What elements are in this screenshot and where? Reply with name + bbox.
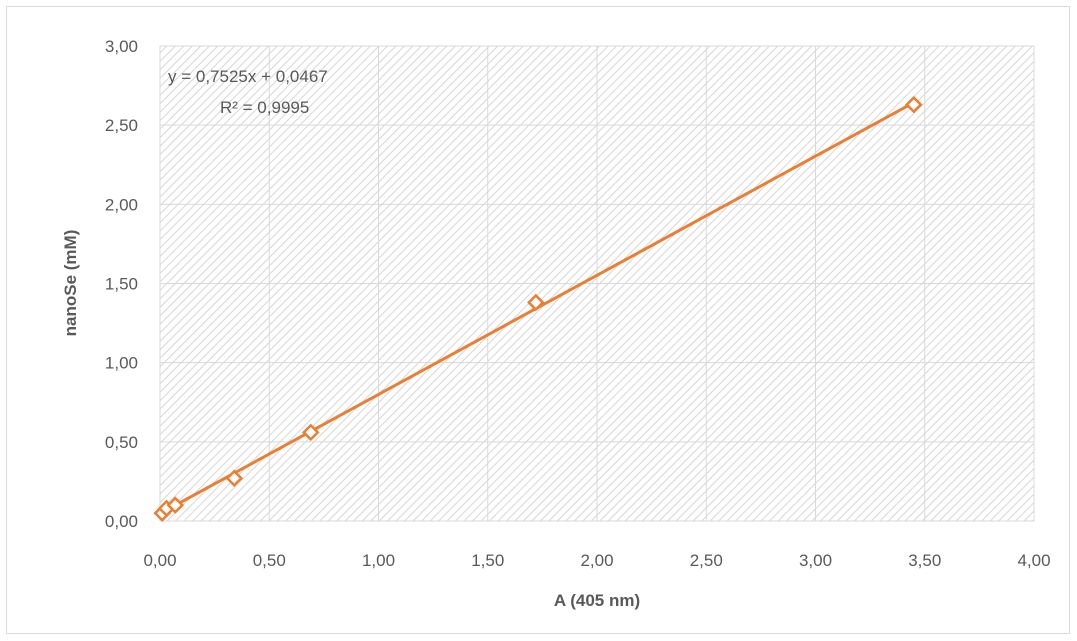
x-tick-label: 1,00	[362, 551, 395, 570]
x-tick-label: 0,00	[143, 551, 176, 570]
x-tick-label: 0,50	[253, 551, 286, 570]
trendline-r-squared: R² = 0,9995	[220, 98, 309, 117]
data-points	[153, 95, 923, 522]
x-axis-title: A (405 nm)	[554, 591, 640, 610]
x-tick-label: 4,00	[1017, 551, 1050, 570]
gridlines	[159, 45, 1035, 522]
y-tick-label: 1,00	[105, 354, 138, 373]
y-tick-label: 2,00	[105, 195, 138, 214]
x-tick-label: 1,50	[471, 551, 504, 570]
y-axis-title: nanoSe (mM)	[61, 230, 80, 337]
y-tick-label: 0,00	[105, 512, 138, 531]
data-point	[905, 95, 923, 114]
trendline-equation: y = 0,7525x + 0,0467	[168, 67, 328, 86]
y-tick-labels: 0,00 0,50 1,00 1,50 2,00 2,50 3,00	[105, 37, 138, 531]
data-point	[225, 469, 244, 488]
data-point	[166, 496, 185, 514]
x-tick-label: 2,50	[690, 551, 723, 570]
x-tick-labels: 0,00 0,50 1,00 1,50 2,00 2,50 3,00 3,50 4,00	[143, 551, 1050, 570]
x-tick-label: 3,00	[799, 551, 832, 570]
y-tick-label: 1,50	[105, 275, 138, 294]
y-tick-label: 3,00	[105, 37, 138, 56]
x-tick-label: 3,50	[908, 551, 941, 570]
x-tick-label: 2,00	[580, 551, 613, 570]
y-tick-label: 2,50	[105, 116, 138, 135]
data-point	[527, 293, 545, 312]
data-point	[301, 423, 320, 442]
y-tick-label: 0,50	[105, 433, 138, 452]
